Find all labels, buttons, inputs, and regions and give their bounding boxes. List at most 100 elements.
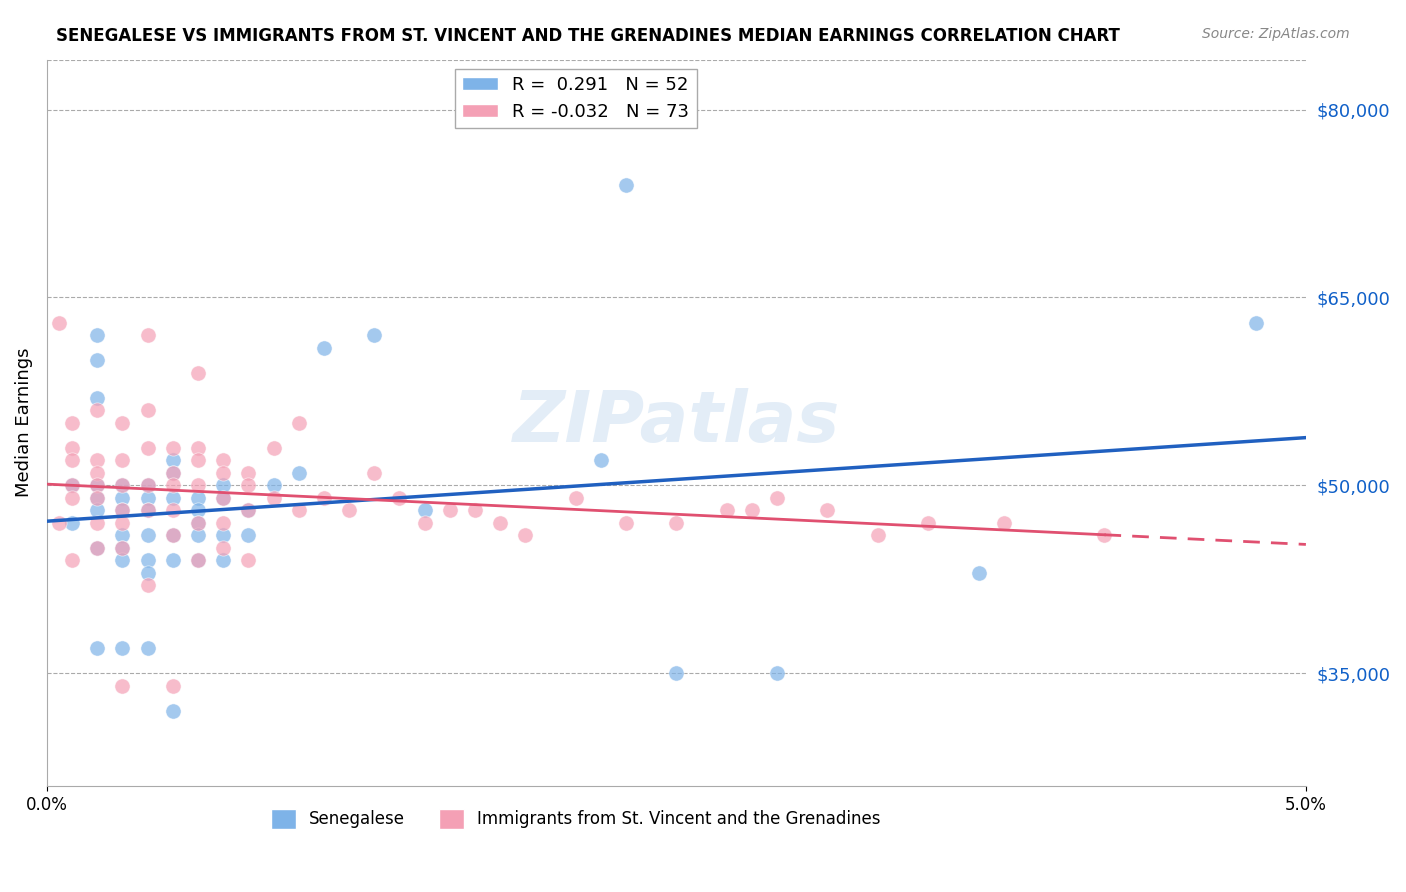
Point — [162, 441, 184, 455]
Point — [212, 491, 235, 505]
Point — [263, 491, 285, 505]
Point — [1244, 316, 1267, 330]
Point — [464, 503, 486, 517]
Point — [489, 516, 512, 530]
Point — [741, 503, 763, 517]
Point — [162, 704, 184, 718]
Point — [439, 503, 461, 517]
Point — [111, 453, 134, 467]
Point — [86, 453, 108, 467]
Point — [136, 503, 159, 517]
Point — [238, 553, 260, 567]
Point — [136, 578, 159, 592]
Point — [287, 416, 309, 430]
Point — [136, 503, 159, 517]
Point — [162, 528, 184, 542]
Point — [212, 453, 235, 467]
Point — [388, 491, 411, 505]
Point — [111, 541, 134, 555]
Point — [665, 666, 688, 681]
Point — [187, 478, 209, 492]
Point — [614, 516, 637, 530]
Point — [162, 553, 184, 567]
Point — [60, 478, 83, 492]
Point — [86, 491, 108, 505]
Point — [766, 491, 789, 505]
Point — [136, 441, 159, 455]
Point — [162, 478, 184, 492]
Text: Source: ZipAtlas.com: Source: ZipAtlas.com — [1202, 27, 1350, 41]
Point — [212, 553, 235, 567]
Point — [716, 503, 738, 517]
Point — [60, 478, 83, 492]
Point — [766, 666, 789, 681]
Point — [60, 553, 83, 567]
Point — [86, 641, 108, 656]
Point — [48, 316, 70, 330]
Point — [111, 503, 134, 517]
Point — [162, 466, 184, 480]
Point — [86, 491, 108, 505]
Point — [60, 491, 83, 505]
Point — [136, 478, 159, 492]
Point — [263, 441, 285, 455]
Point — [187, 453, 209, 467]
Point — [212, 528, 235, 542]
Point — [187, 491, 209, 505]
Point — [136, 478, 159, 492]
Point — [86, 541, 108, 555]
Point — [363, 328, 385, 343]
Point — [86, 516, 108, 530]
Point — [86, 403, 108, 417]
Point — [60, 441, 83, 455]
Point — [866, 528, 889, 542]
Point — [413, 503, 436, 517]
Point — [564, 491, 586, 505]
Point — [212, 478, 235, 492]
Point — [111, 416, 134, 430]
Point — [187, 553, 209, 567]
Point — [993, 516, 1015, 530]
Point — [86, 478, 108, 492]
Point — [263, 478, 285, 492]
Text: ZIPatlas: ZIPatlas — [513, 388, 839, 458]
Point — [60, 516, 83, 530]
Point — [238, 503, 260, 517]
Point — [212, 491, 235, 505]
Point — [238, 503, 260, 517]
Point — [614, 178, 637, 192]
Point — [287, 503, 309, 517]
Point — [1094, 528, 1116, 542]
Point — [136, 491, 159, 505]
Point — [111, 491, 134, 505]
Point — [187, 516, 209, 530]
Point — [136, 566, 159, 580]
Point — [312, 341, 335, 355]
Point — [86, 328, 108, 343]
Point — [238, 478, 260, 492]
Point — [187, 503, 209, 517]
Point — [187, 528, 209, 542]
Point — [238, 528, 260, 542]
Point — [136, 403, 159, 417]
Point — [413, 516, 436, 530]
Point — [111, 516, 134, 530]
Point — [212, 466, 235, 480]
Point — [136, 641, 159, 656]
Point — [665, 516, 688, 530]
Point — [162, 491, 184, 505]
Point — [187, 516, 209, 530]
Point — [48, 516, 70, 530]
Point — [162, 503, 184, 517]
Point — [967, 566, 990, 580]
Point — [111, 641, 134, 656]
Point — [238, 466, 260, 480]
Point — [111, 528, 134, 542]
Point — [312, 491, 335, 505]
Point — [187, 366, 209, 380]
Point — [136, 328, 159, 343]
Point — [86, 478, 108, 492]
Point — [111, 541, 134, 555]
Point — [86, 353, 108, 368]
Point — [86, 541, 108, 555]
